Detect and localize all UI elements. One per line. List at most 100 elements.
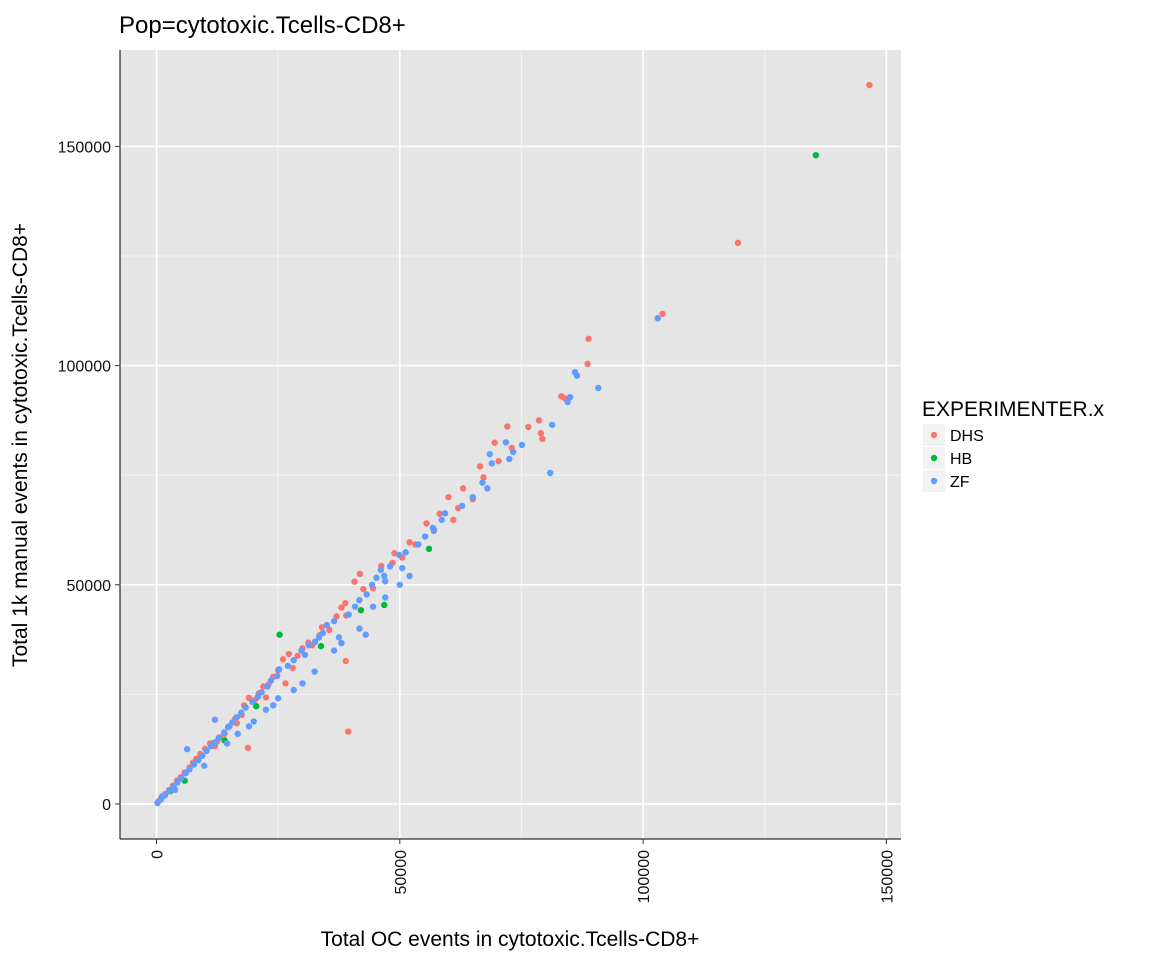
point-dhs (436, 510, 443, 517)
point-dhs (584, 360, 591, 368)
point-zf (373, 574, 380, 581)
point-zf (174, 779, 181, 786)
x-axis-ticks: 0 50000 100000 150000 (149, 839, 896, 903)
point-zf (290, 656, 297, 664)
point-zf (207, 742, 215, 750)
point-dhs (539, 435, 546, 443)
point-dhs (406, 539, 413, 546)
point-zf (299, 680, 306, 687)
point-zf (546, 469, 554, 477)
point-zf (273, 672, 281, 680)
point-zf (351, 603, 359, 610)
y-axis-ticks: 0 50000 100000 150000 (58, 139, 120, 814)
point-zf (438, 516, 445, 524)
legend-marker-zf (930, 477, 938, 485)
point-dhs (525, 423, 532, 431)
point-zf (311, 638, 319, 645)
point-dhs (356, 570, 364, 578)
point-zf (229, 719, 236, 726)
point-zf (356, 625, 363, 632)
legend: EXPERIMENTER.x DHS HB ZF (922, 398, 1105, 492)
point-dhs (480, 474, 487, 481)
point-zf (548, 421, 556, 428)
point-zf (335, 634, 343, 641)
point-zf (165, 788, 173, 795)
point-zf (573, 372, 581, 379)
point-dhs (734, 239, 742, 247)
point-zf (223, 740, 231, 747)
point-zf (154, 799, 161, 807)
point-dhs (360, 585, 367, 593)
point-dhs (294, 652, 301, 659)
point-zf (381, 578, 389, 585)
point-dhs (351, 578, 358, 585)
point-hb (812, 152, 820, 159)
point-zf (330, 617, 338, 625)
legend-label-hb: HB (950, 451, 972, 468)
point-zf (362, 631, 369, 638)
point-zf (402, 549, 409, 556)
point-dhs (289, 664, 296, 672)
point-dhs (537, 429, 545, 437)
point-hb (381, 601, 388, 609)
point-zf (469, 493, 476, 501)
point-dhs (318, 624, 326, 631)
point-zf (488, 460, 495, 467)
point-dhs (333, 613, 340, 620)
point-zf (345, 611, 352, 618)
point-zf (301, 651, 309, 659)
point-zf (186, 766, 193, 773)
point-zf (254, 693, 261, 701)
y-tick-label: 100000 (58, 359, 111, 376)
point-zf (319, 629, 327, 637)
point-zf (486, 450, 494, 458)
point-zf (274, 695, 282, 702)
point-zf (220, 729, 228, 736)
point-dhs (450, 516, 457, 524)
legend-label-dhs: DHS (950, 428, 984, 445)
legend-label-zf: ZF (950, 474, 970, 491)
point-dhs (244, 744, 252, 752)
point-zf (183, 745, 191, 753)
point-zf (159, 792, 166, 800)
point-zf (199, 752, 206, 759)
point-dhs (504, 423, 511, 430)
point-hb (357, 606, 365, 614)
point-dhs (445, 493, 452, 501)
point-dhs (279, 656, 287, 663)
point-zf (506, 455, 513, 463)
point-dhs (345, 728, 352, 735)
points-layer (154, 81, 873, 807)
x-tick-label: 0 (149, 850, 166, 859)
point-dhs (495, 457, 502, 465)
point-zf (211, 716, 219, 723)
point-zf (654, 315, 661, 322)
point-zf (368, 581, 376, 588)
point-zf (203, 747, 210, 755)
point-zf (479, 479, 486, 486)
point-zf (441, 510, 449, 517)
point-zf (264, 683, 271, 690)
point-zf (386, 563, 394, 570)
point-zf (564, 398, 571, 406)
point-zf (396, 581, 403, 588)
point-dhs (326, 626, 333, 634)
x-tick-label: 150000 (879, 850, 896, 903)
point-zf (396, 551, 403, 559)
point-hb (317, 642, 325, 650)
point-zf (415, 541, 422, 548)
point-dhs (342, 657, 349, 665)
point-zf (249, 698, 256, 706)
point-zf (311, 668, 318, 675)
point-zf (566, 393, 574, 401)
point-zf (305, 642, 313, 649)
point-zf (234, 730, 241, 737)
point-zf (399, 564, 406, 572)
point-zf (242, 704, 249, 711)
point-zf (284, 662, 292, 670)
point-zf (458, 502, 466, 510)
point-zf (518, 441, 526, 449)
point-zf (381, 572, 388, 580)
point-dhs (866, 81, 873, 89)
